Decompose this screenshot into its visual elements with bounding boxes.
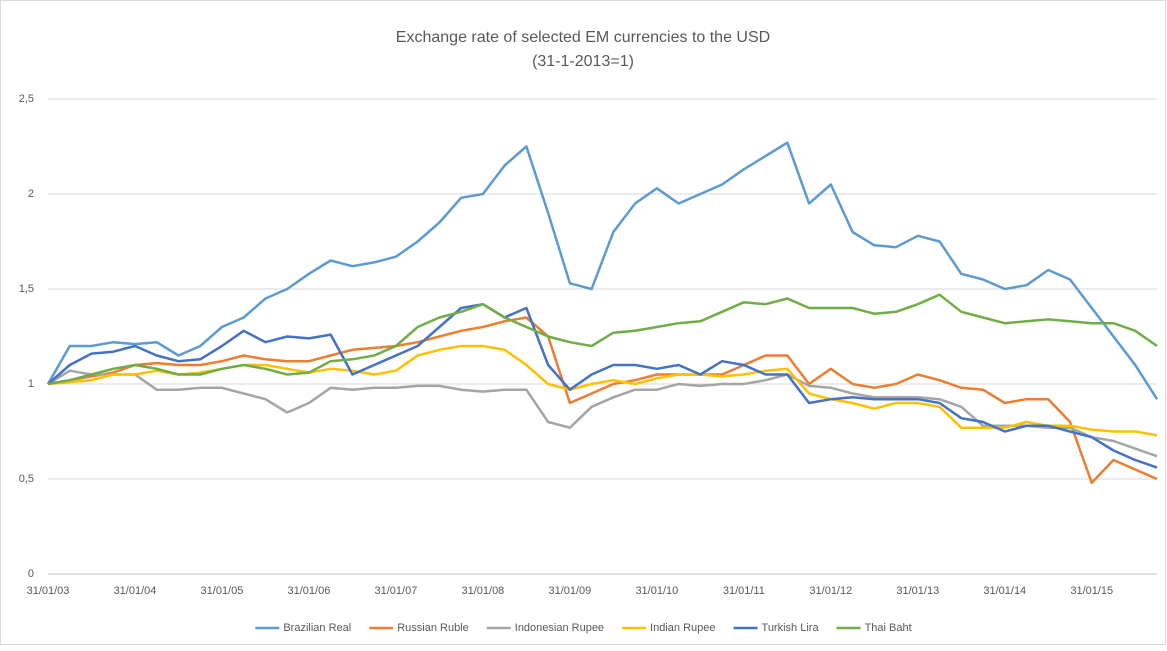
chart-subtitle: (31-1-2013=1) bbox=[532, 53, 634, 70]
x-tick-label: 31/01/11 bbox=[723, 585, 765, 597]
x-tick-label: 31/01/09 bbox=[548, 585, 591, 597]
x-tick-label: 31/01/10 bbox=[635, 585, 678, 597]
series-line bbox=[47, 302, 1158, 469]
legend-label: Thai Baht bbox=[865, 622, 912, 634]
x-tick-label: 31/01/13 bbox=[896, 585, 939, 597]
legend-label: Indian Rupee bbox=[650, 622, 715, 634]
x-tick-label: 31/01/08 bbox=[461, 585, 504, 597]
x-tick-label: 31/01/05 bbox=[201, 585, 244, 597]
x-tick-label: 31/01/07 bbox=[375, 585, 418, 597]
legend-label: Indonesian Rupee bbox=[515, 622, 604, 634]
y-tick-label: 1,5 bbox=[19, 283, 34, 295]
chart-title: Exchange rate of selected EM currencies … bbox=[396, 29, 770, 46]
series-line bbox=[47, 369, 1158, 458]
y-tick-label: 1 bbox=[28, 378, 34, 390]
x-tick-label: 31/01/04 bbox=[114, 585, 157, 597]
x-tick-label: 31/01/12 bbox=[809, 585, 852, 597]
legend-label: Russian Ruble bbox=[397, 622, 469, 634]
x-tick-label: 31/01/06 bbox=[288, 585, 331, 597]
y-tick-label: 2,5 bbox=[19, 93, 34, 105]
y-tick-label: 0 bbox=[28, 568, 34, 580]
series-line bbox=[47, 293, 1158, 386]
series-line bbox=[47, 316, 1158, 485]
series-line bbox=[46, 141, 1159, 400]
legend-label: Turkish Lira bbox=[762, 622, 820, 634]
x-tick-label: 31/01/14 bbox=[983, 585, 1026, 597]
y-tick-label: 2 bbox=[28, 188, 34, 200]
x-tick-label: 31/01/15 bbox=[1070, 585, 1113, 597]
y-tick-label: 0,5 bbox=[19, 473, 34, 485]
legend: Brazilian Real Russian Ruble Indonesian Ru… bbox=[255, 622, 912, 634]
legend-label: Brazilian Real bbox=[283, 622, 351, 634]
x-tick-label: 31/01/03 bbox=[27, 585, 70, 597]
